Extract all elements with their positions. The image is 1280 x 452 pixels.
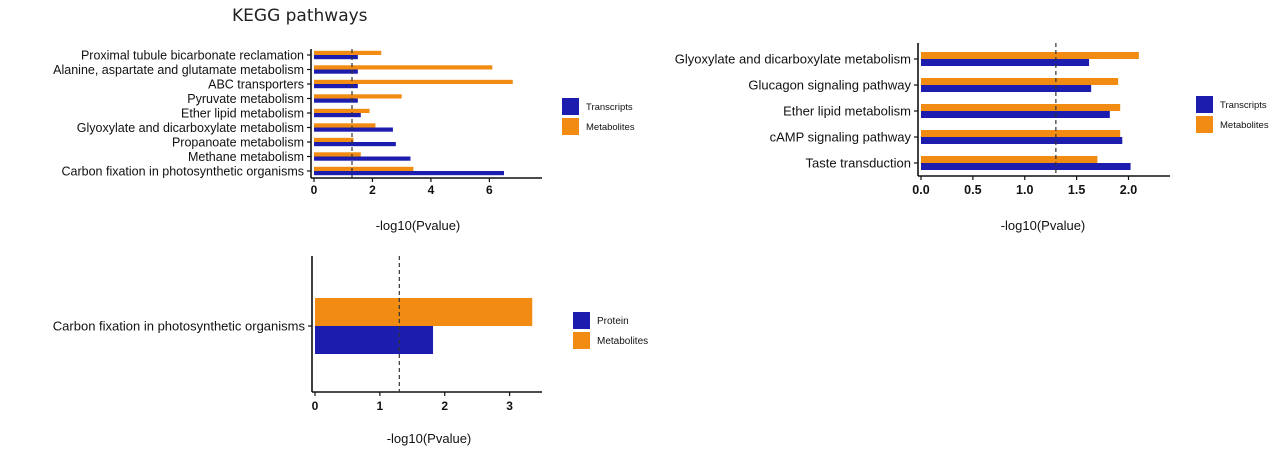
chart1-bar-metabolites — [314, 166, 414, 171]
chart3-bar-protein — [315, 326, 434, 354]
chart2-bar-transcripts — [921, 163, 1131, 170]
chart1-category-label: Methane metabolism — [188, 150, 304, 164]
chart2-bar-metabolites — [921, 104, 1121, 111]
chart2-bar-metabolites — [921, 156, 1098, 163]
chart3-legend-label-protein: Protein — [597, 316, 629, 327]
chart2-legend-label-transcripts: Transcripts — [1220, 100, 1267, 111]
chart2-x-tick-label: 2.0 — [1120, 183, 1137, 197]
chart1-bar-metabolites — [314, 50, 382, 55]
chart1-x-tick-label: 0 — [311, 183, 318, 197]
chart1-legend-label-metabolites: Metabolites — [586, 122, 635, 133]
chart2-legend-swatch-metabolites — [1196, 116, 1213, 133]
chart2-bar-transcripts — [921, 137, 1123, 144]
chart3-legend-label-metabolites: Metabolites — [597, 336, 648, 347]
chart1-bar-metabolites — [314, 65, 493, 70]
chart1-bar-metabolites — [314, 123, 376, 128]
chart3-legend-swatch-metabolites — [573, 332, 590, 349]
chart3-x-tick-label: 2 — [441, 399, 448, 413]
chart1-x-axis-label: -log10(Pvalue) — [376, 218, 461, 233]
chart2-x-tick-label: 0.0 — [912, 183, 929, 197]
chart1-legend-label-transcripts: Transcripts — [586, 102, 633, 113]
chart1-bar-transcripts — [314, 69, 358, 74]
chart2-category-label: Glucagon signaling pathway — [748, 78, 911, 93]
chart2-bar-metabolites — [921, 52, 1139, 59]
chart2-x-tick-label: 1.5 — [1068, 183, 1085, 197]
chart2-category-label: Ether lipid metabolism — [783, 104, 911, 119]
page-title: KEGG pathways — [232, 6, 368, 26]
chart1-category-label: Ether lipid metabolism — [181, 107, 304, 121]
chart1-bar-metabolites — [314, 137, 354, 142]
chart1-bar-metabolites — [314, 108, 370, 113]
chart1-bar-transcripts — [314, 156, 411, 161]
chart1-bar-metabolites — [314, 94, 402, 99]
chart1-bar-metabolites — [314, 79, 513, 84]
chart1-category-label: Carbon fixation in photosynthetic organi… — [62, 165, 305, 179]
chart1-category-label: Pyruvate metabolism — [187, 92, 304, 106]
chart1-category-label: Proximal tubule bicarbonate reclamation — [81, 49, 304, 63]
chart1-x-tick-label: 2 — [369, 183, 376, 197]
chart2-category-label: Glyoxylate and dicarboxylate metabolism — [675, 52, 911, 67]
chart2-category-label: Taste transduction — [805, 156, 911, 171]
chart2-bar-transcripts — [921, 85, 1092, 92]
chart3-bar-metabolites — [315, 298, 533, 326]
chart2-category-label: cAMP signaling pathway — [770, 130, 912, 145]
chart3-legend-swatch-protein — [573, 312, 590, 329]
chart2-x-tick-label: 0.5 — [964, 183, 981, 197]
chart2-bar-transcripts — [921, 59, 1090, 66]
chart1-category-label: Alanine, aspartate and glutamate metabol… — [53, 63, 304, 77]
chart1-x-tick-label: 6 — [486, 183, 493, 197]
chart1-category-label: Glyoxylate and dicarboxylate metabolism — [77, 121, 304, 135]
chart1-category-label: Propanoate metabolism — [172, 136, 304, 150]
chart1-legend-swatch-metabolites — [562, 118, 579, 135]
chart3-x-tick-label: 1 — [377, 399, 384, 413]
chart1-bar-transcripts — [314, 171, 504, 176]
chart1-bar-metabolites — [314, 152, 361, 157]
chart2-bar-metabolites — [921, 78, 1119, 85]
chart2-x-axis-label: -log10(Pvalue) — [1001, 218, 1086, 233]
chart3-x-axis-label: -log10(Pvalue) — [387, 431, 472, 446]
chart1-bar-transcripts — [314, 113, 361, 118]
chart1-x-tick-label: 4 — [428, 183, 435, 197]
chart1-bar-transcripts — [314, 84, 358, 89]
chart2-legend-swatch-transcripts — [1196, 96, 1213, 113]
chart2-legend-label-metabolites: Metabolites — [1220, 120, 1269, 131]
chart3-x-tick-label: 3 — [506, 399, 513, 413]
chart1-bar-transcripts — [314, 98, 358, 103]
chart2-bar-metabolites — [921, 130, 1121, 137]
chart1-bar-transcripts — [314, 55, 358, 60]
chart1-bar-transcripts — [314, 127, 393, 132]
chart1-legend-swatch-transcripts — [562, 98, 579, 115]
chart2-bar-transcripts — [921, 111, 1110, 118]
chart3-x-tick-label: 0 — [312, 399, 319, 413]
chart2-x-tick-label: 1.0 — [1016, 183, 1033, 197]
chart3-category-label: Carbon fixation in photosynthetic organi… — [53, 319, 306, 334]
chart1-bar-transcripts — [314, 142, 396, 147]
chart1-category-label: ABC transporters — [208, 78, 304, 92]
